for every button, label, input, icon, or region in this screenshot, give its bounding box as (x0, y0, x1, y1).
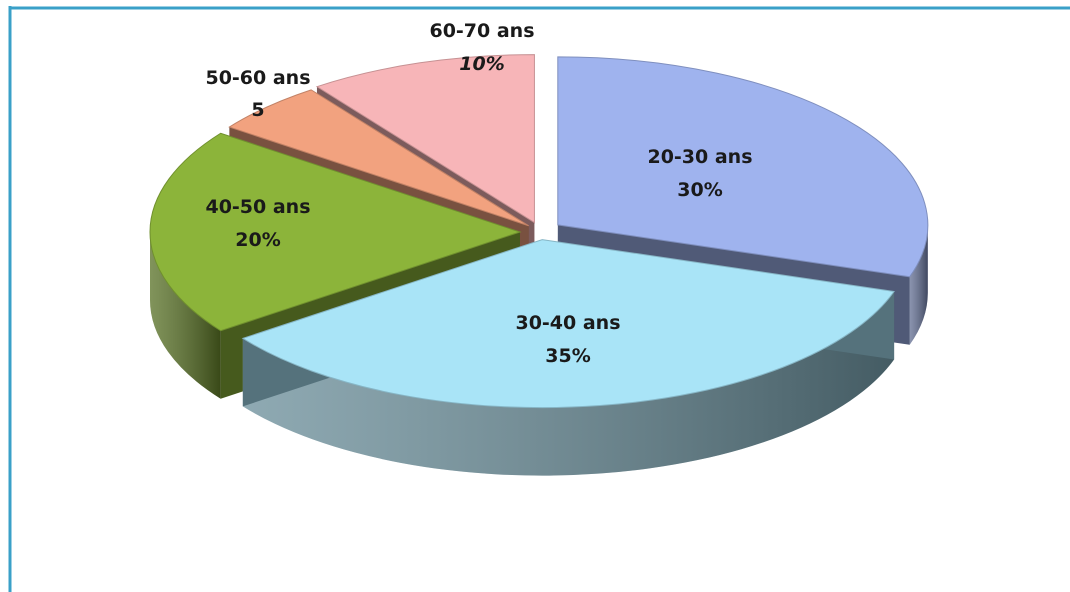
slice-outer-side-shade-2-0 (150, 232, 221, 399)
slice-top-4[interactable] (315, 54, 535, 224)
slice-label-4: 60-70 ans (429, 20, 534, 42)
slice-labels: 20-30 ans 30% 30-40 ans 35% 40-50 ans 20% 50-6… (205, 20, 752, 367)
slice-label-0: 20-30 ans (647, 146, 752, 168)
slice-label-1: 30-40 ans (515, 312, 620, 334)
slice-value-label-3: 5 (251, 99, 264, 121)
slice-outer-side-shade-0-0 (909, 224, 928, 345)
frame-lines (8, 6, 1070, 592)
slice-value-label-0: 30% (677, 179, 722, 201)
slice-label-3: 50-60 ans (205, 67, 310, 89)
slice-value-label-2: 20% (235, 229, 280, 251)
slice-top-1[interactable] (241, 239, 895, 409)
slice-top-2[interactable] (149, 132, 522, 332)
slice-top-0[interactable] (557, 56, 929, 278)
slice-tops (149, 54, 929, 409)
slice-value-label-1: 35% (545, 345, 590, 367)
slice-outer-side-shade-1-0 (242, 291, 895, 476)
slice-value-label-4: 10% (459, 53, 504, 75)
slice-label-2: 40-50 ans (205, 196, 310, 218)
slice-top-3[interactable] (228, 89, 529, 227)
